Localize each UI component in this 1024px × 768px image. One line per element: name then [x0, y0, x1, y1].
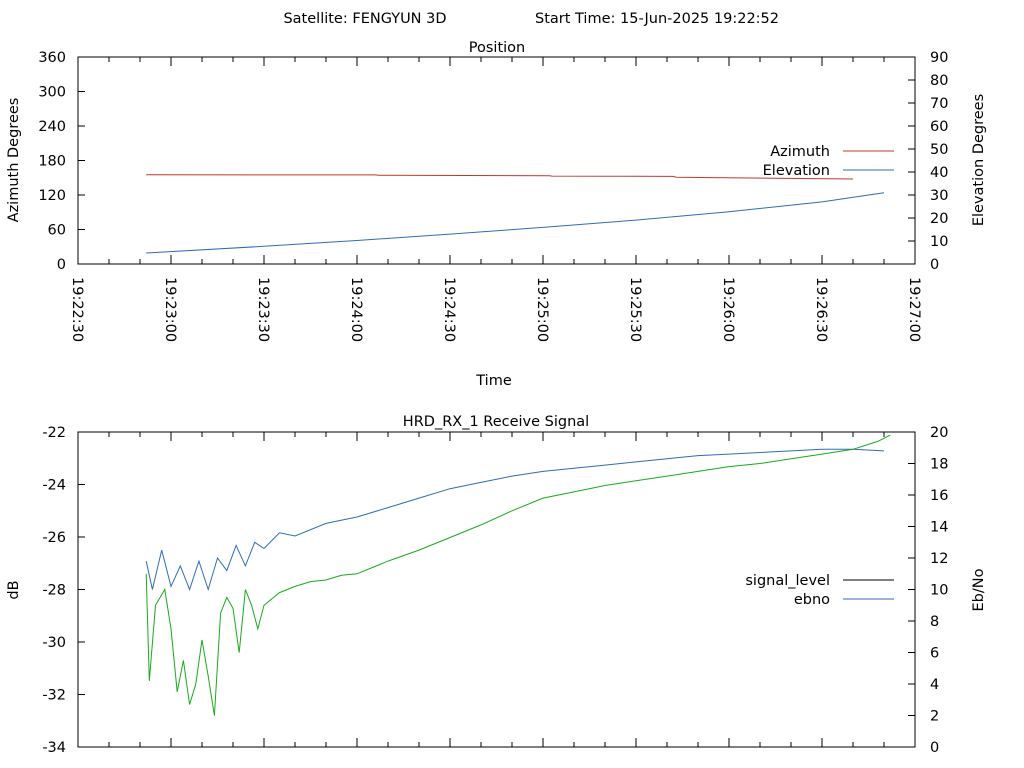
legend-azimuth-label: Azimuth	[770, 144, 830, 160]
x-tick-label: 19:23:30	[255, 277, 271, 342]
series-line-series-2	[145, 434, 891, 716]
x-tick-label: 19:26:00	[720, 277, 736, 342]
y-right-tick-label: 80	[930, 73, 948, 89]
y-left-tick-label: 120	[38, 188, 66, 204]
position-ticks: 0 60 120 180 240 300 360 0 10 20 30 40 50 60 70 80 90 19:…	[38, 50, 948, 342]
y-left-tick-label: 300	[38, 85, 66, 101]
x-tick-label: 19:25:00	[534, 277, 550, 342]
position-chart-title: Position	[469, 40, 525, 56]
y-right-tick-label: 50	[930, 142, 948, 158]
y-right-tick-label: 18	[930, 457, 948, 473]
y-left-tick-label: 0	[57, 257, 66, 273]
legend-signal-level-label: signal_level	[745, 573, 830, 589]
series-line-ebno	[145, 448, 885, 592]
position-chart: Position Azimuth Degrees Elevation Degre…	[6, 40, 987, 389]
y-right-tick-label: 10	[930, 234, 948, 250]
x-tick-label: 19:27:00	[906, 277, 922, 342]
y-left-tick-label: -24	[42, 478, 66, 494]
y-right-tick-label: 30	[930, 188, 948, 204]
y-right-tick-label: 8	[930, 614, 939, 630]
y-right-tick-label: 60	[930, 119, 948, 135]
y-right-tick-label: 40	[930, 165, 948, 181]
position-y-left-label: Azimuth Degrees	[6, 98, 22, 223]
y-right-tick-label: 4	[930, 677, 939, 693]
position-series	[146, 174, 885, 254]
y-left-tick-label: 180	[38, 154, 66, 170]
start-time-label: Start Time: 15-Jun-2025 19:22:52	[535, 11, 779, 27]
y-right-tick-label: 90	[930, 50, 948, 66]
x-tick-label: 19:24:30	[441, 277, 457, 342]
x-tick-label: 19:23:00	[162, 277, 178, 342]
signal-y-right-label: Eb/No	[971, 568, 987, 611]
position-plot-frame	[77, 56, 916, 265]
signal-chart: HRD_RX_1 Receive Signal dB Eb/No -34-32-…	[6, 414, 987, 756]
y-right-tick-label: 10	[930, 583, 948, 599]
y-right-tick-label: 16	[930, 488, 948, 504]
position-legend: Azimuth Elevation	[763, 144, 894, 179]
position-x-label: Time	[475, 373, 512, 389]
y-right-tick-label: 0	[930, 740, 939, 756]
x-tick-label: 19:26:30	[813, 277, 829, 342]
y-left-tick-label: -30	[42, 635, 66, 651]
y-left-tick-label: -32	[42, 688, 66, 704]
y-left-tick-label: 60	[48, 223, 66, 239]
y-right-tick-label: 2	[930, 709, 939, 725]
signal-series	[145, 434, 891, 716]
signal-ticks: -34 -32 -30 -28 -26 -24 -22 0 2 4 6 8 10 12 14 16 18 20	[42, 425, 948, 756]
y-left-tick-label: -22	[42, 425, 66, 441]
y-right-tick-label: 0	[930, 257, 939, 273]
legend-elevation-label: Elevation	[763, 163, 830, 179]
signal-legend: signal_level ebno	[745, 573, 894, 608]
y-right-tick-label: 70	[930, 96, 948, 112]
y-left-tick-label: 240	[38, 119, 66, 135]
x-tick-label: 19:22:30	[69, 277, 85, 342]
y-right-tick-label: 12	[930, 551, 948, 567]
y-left-tick-label: -34	[42, 740, 66, 756]
y-right-tick-label: 14	[930, 520, 948, 536]
signal-y-left-label: dB	[6, 580, 22, 599]
series-line-Azimuth	[146, 174, 854, 180]
signal-chart-title: HRD_RX_1 Receive Signal	[403, 414, 589, 430]
satellite-label: Satellite: FENGYUN 3D	[283, 11, 446, 27]
y-right-tick-label: 20	[930, 211, 948, 227]
x-tick-label: 19:25:30	[627, 277, 643, 342]
x-tick-label: 19:24:00	[348, 277, 364, 342]
position-y-right-label: Elevation Degrees	[971, 94, 987, 226]
legend-ebno-label: ebno	[794, 592, 830, 608]
y-right-tick-label: 20	[930, 425, 948, 441]
y-left-tick-label: -28	[42, 583, 66, 599]
y-left-tick-label: -26	[42, 530, 66, 546]
y-left-tick-label: 360	[38, 50, 66, 66]
y-right-tick-label: 6	[930, 646, 939, 662]
series-line-Elevation	[146, 192, 885, 254]
